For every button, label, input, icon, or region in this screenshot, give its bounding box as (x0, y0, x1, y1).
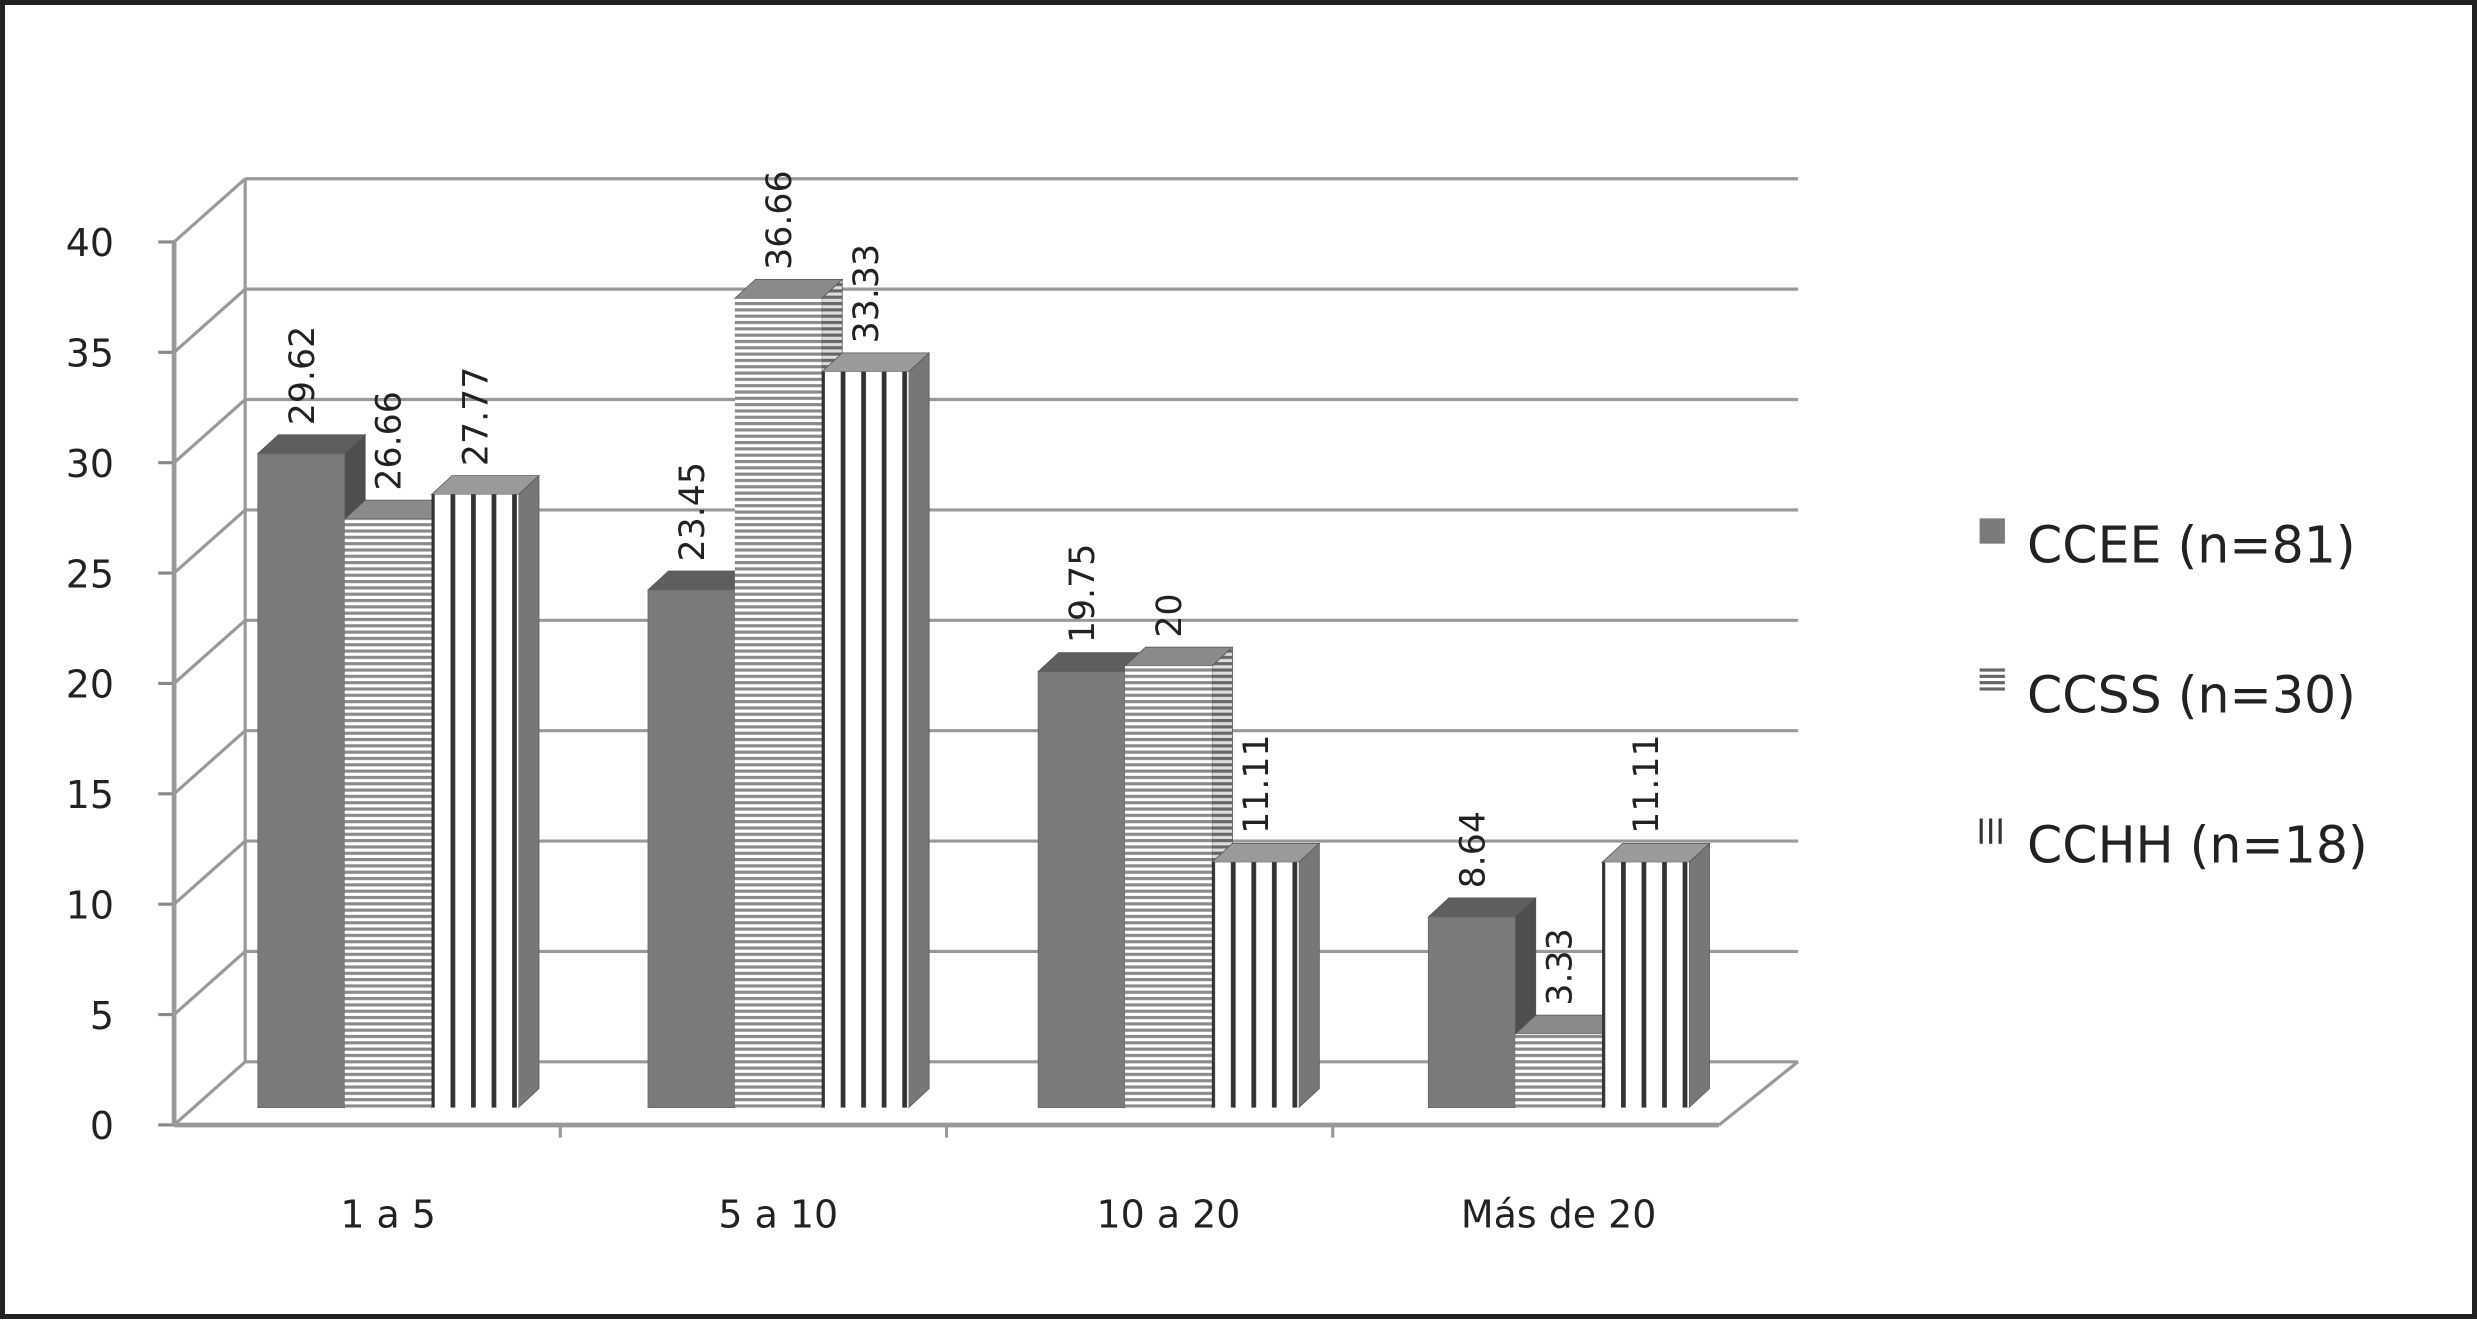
bar-side (1688, 842, 1710, 1109)
bar-front (344, 519, 432, 1108)
legend-swatch-vlines-icon (1989, 818, 1993, 844)
bar-front (734, 298, 822, 1108)
data-label: 33.33 (847, 244, 887, 343)
legend-item-0: CCEE (n=81) (1979, 516, 2356, 575)
data-label: 36.66 (760, 170, 800, 269)
bar-2-3: 11.11 (1601, 734, 1711, 1109)
data-label: 20 (1150, 593, 1190, 637)
x-tick-label: 10 a 20 (1097, 1193, 1241, 1237)
bar-side (518, 474, 540, 1109)
legend-item-1: CCSS (n=30) (1979, 666, 2356, 725)
bar-chart: 0 5 10 15 20 25 30 35 40 1 a 5 5 a 10 10 a 20 Más de… (66, 170, 2368, 1237)
data-label: 26.66 (370, 391, 410, 490)
legend-item-2: CCHH (n=18) (1979, 816, 2368, 875)
side-gridline (173, 729, 247, 796)
y-tick-label: 30 (66, 442, 114, 486)
y-tick-label: 20 (66, 663, 114, 707)
side-gridline (173, 950, 247, 1016)
side-gridline (173, 177, 247, 244)
y-tick-label: 0 (90, 1104, 114, 1148)
side-gridline (173, 1060, 247, 1127)
bar-front (1211, 862, 1299, 1108)
legend-swatch-solid-icon (1979, 518, 2005, 544)
data-label: 29.62 (283, 326, 323, 425)
x-tick-label: Más de 20 (1461, 1193, 1656, 1237)
legend-swatch-vlines-icon (1979, 818, 1983, 844)
side-gridline (173, 398, 247, 464)
bar-side (1298, 842, 1320, 1109)
side-gridline (173, 508, 247, 575)
side-gridline (173, 839, 247, 906)
y-tick-label: 35 (66, 332, 114, 376)
bar-front (431, 494, 519, 1108)
y-tick-label: 25 (66, 552, 114, 596)
data-label: 23.45 (673, 462, 713, 561)
axes: 0 5 10 15 20 25 30 35 40 1 a 5 5 a 10 10 a 20 Más de… (66, 221, 1799, 1237)
bar-side (908, 351, 930, 1109)
legend-swatch-hlines-icon (1979, 681, 2005, 685)
legend-label: CCEE (n=81) (2027, 516, 2356, 575)
y-tick-label: 10 (66, 883, 114, 927)
y-tick-label: 5 (90, 994, 114, 1038)
side-gridline (173, 619, 247, 685)
data-label: 11.11 (1627, 734, 1667, 833)
bar-front (1515, 1034, 1603, 1108)
legend: CCEE (n=81) CCSS (n=30) CCHH (n=18) (1979, 516, 2368, 875)
bars: 29.62 26.66 27.77 23.45 36.66 33.33 19.75 20 11.… (256, 170, 1711, 1109)
bar-front (257, 453, 346, 1108)
bar-2-1: 33.33 (820, 244, 931, 1109)
bar-front (821, 371, 909, 1108)
y-tick-label: 40 (66, 221, 114, 265)
legend-label: CCSS (n=30) (2027, 666, 2356, 725)
legend-swatch-hlines-icon (1979, 687, 2005, 691)
data-label: 11.11 (1237, 734, 1277, 833)
bar-front (1037, 671, 1126, 1108)
bar-2-0: 27.77 (430, 367, 540, 1109)
bar-2-2: 11.11 (1210, 734, 1321, 1109)
data-label: 3.33 (1540, 928, 1580, 1005)
y-tick-label: 15 (66, 773, 114, 817)
data-label: 8.64 (1453, 811, 1493, 888)
floor-edge (1717, 1060, 1799, 1127)
legend-swatch-hlines-icon (1979, 674, 2005, 678)
data-label: 27.77 (457, 367, 497, 466)
legend-swatch-vlines-icon (1998, 818, 2002, 844)
bar-front (1602, 862, 1689, 1108)
bar-front (1125, 666, 1212, 1108)
bar-front (1427, 916, 1516, 1108)
x-tick-label: 5 a 10 (718, 1193, 838, 1237)
bar-front (647, 589, 736, 1108)
x-tick-label: 1 a 5 (340, 1193, 436, 1237)
data-label: 19.75 (1063, 544, 1103, 643)
side-gridline (173, 287, 247, 354)
legend-swatch-hlines-icon (1979, 668, 2005, 672)
legend-label: CCHH (n=18) (2027, 816, 2368, 875)
